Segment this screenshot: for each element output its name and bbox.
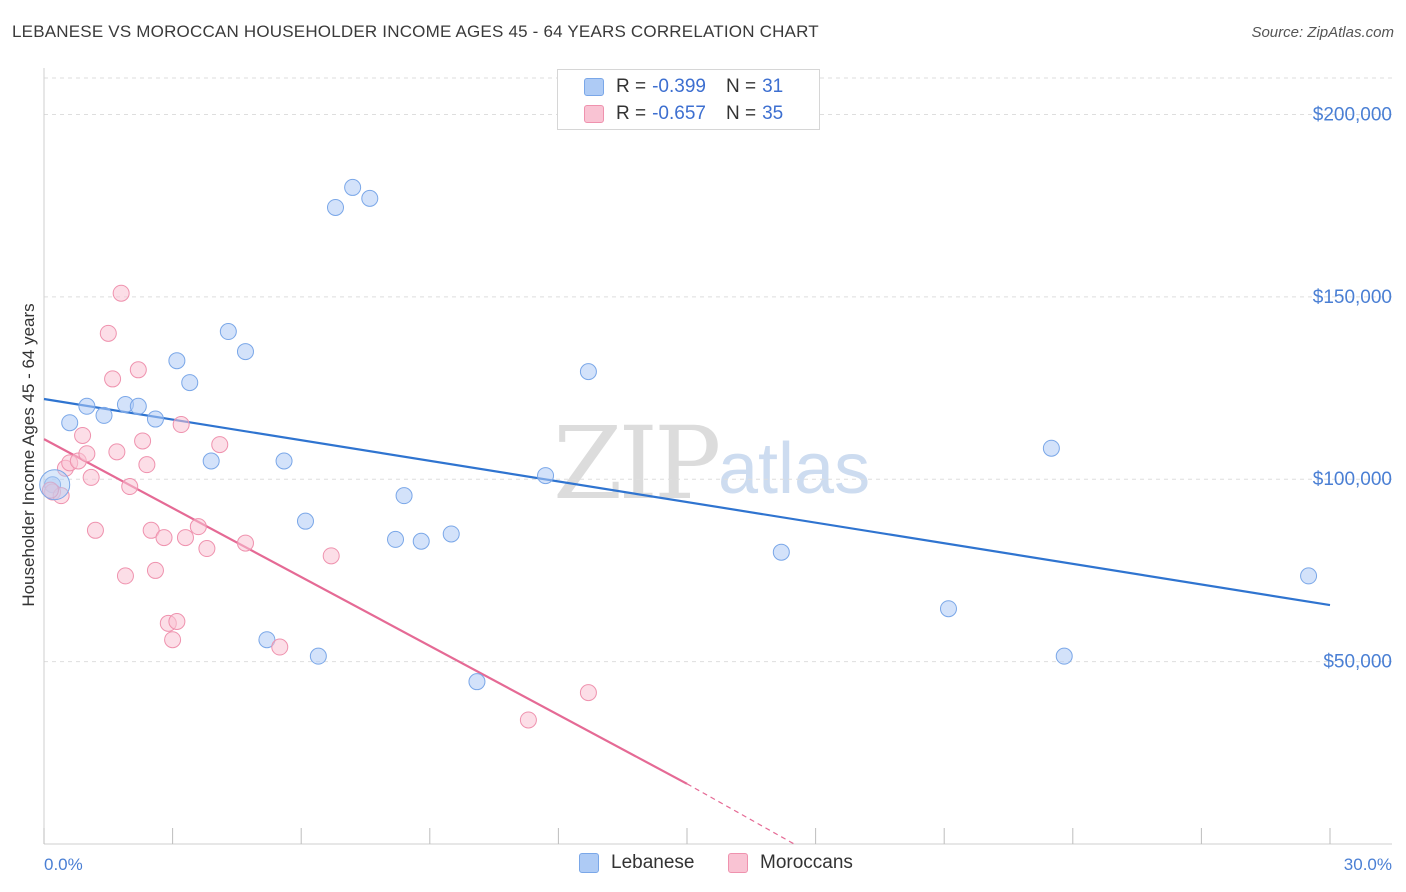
point-moroccans [155, 529, 173, 547]
legend-n-value: 31 [762, 76, 784, 97]
trend-line-lebanese [43, 397, 1331, 607]
point-moroccans [146, 561, 164, 579]
point-moroccans [519, 711, 537, 729]
legend-n-label: N = [725, 103, 757, 124]
x-tick-label: 30.0% [1344, 855, 1392, 874]
legend-n-value: 35 [762, 103, 784, 124]
point-moroccans [176, 529, 194, 547]
data-points [39, 178, 1318, 729]
point-lebanese [129, 397, 147, 415]
source-label: Source: ZipAtlas.com [1251, 24, 1394, 41]
trend-line-moroccans-extension [686, 783, 795, 845]
point-lebanese [236, 343, 254, 361]
point-moroccans [99, 324, 117, 342]
legend-row-moroccans: R = -0.657 N = 35 [584, 102, 783, 126]
point-lebanese [309, 647, 327, 665]
legend-item-moroccans[interactable]: Moroccans [728, 852, 853, 874]
point-lebanese [202, 452, 220, 470]
legend-r-label: R = [616, 103, 647, 124]
legend-label-lebanese: Lebanese [611, 852, 695, 873]
point-lebanese [442, 525, 460, 543]
series-legend: Lebanese Moroccans [0, 852, 1406, 876]
point-moroccans [579, 684, 597, 702]
point-moroccans [164, 631, 182, 649]
legend-item-lebanese[interactable]: Lebanese [579, 852, 694, 874]
legend-r-value: -0.657 [652, 103, 706, 124]
point-lebanese [939, 600, 957, 618]
y-axis-label: Householder Income Ages 45 - 64 years [19, 303, 38, 606]
point-lebanese [468, 673, 486, 691]
point-lebanese [344, 178, 362, 196]
point-moroccans [108, 443, 126, 461]
point-lebanese [537, 467, 555, 485]
point-lebanese [219, 323, 237, 341]
point-lebanese [78, 397, 96, 415]
point-lebanese [168, 352, 186, 370]
legend-r-value: -0.399 [652, 76, 706, 97]
point-moroccans [322, 547, 340, 565]
point-lebanese [181, 374, 199, 392]
point-moroccans [138, 456, 156, 474]
point-lebanese [579, 363, 597, 381]
point-lebanese [296, 512, 314, 530]
point-lebanese [412, 532, 430, 550]
point-moroccans [142, 521, 160, 539]
point-lebanese [361, 189, 379, 207]
tick-labels: $50,000 $100,000 $150,000 $200,000 0.0% 30.0% [44, 104, 1392, 874]
point-lebanese [387, 530, 405, 548]
point-lebanese [1042, 439, 1060, 457]
point-moroccans [271, 638, 289, 656]
point-lebanese-cluster [39, 469, 71, 501]
point-moroccans [78, 445, 96, 463]
point-moroccans [116, 567, 134, 585]
correlation-legend: R = -0.399 N = 31 R = -0.657 N = 35 [557, 69, 820, 130]
point-moroccans [198, 540, 216, 558]
legend-swatch-lebanese [579, 853, 599, 873]
watermark-atlas: atlas [718, 429, 871, 509]
point-lebanese [61, 414, 79, 432]
grid-lines [44, 77, 1392, 663]
point-lebanese [258, 631, 276, 649]
point-lebanese [275, 452, 293, 470]
point-lebanese [1300, 567, 1318, 585]
point-lebanese [95, 406, 113, 424]
point-moroccans [172, 416, 190, 434]
point-moroccans [189, 518, 207, 536]
point-moroccans [211, 436, 229, 454]
y-tick-label: $100,000 [1313, 469, 1392, 490]
y-tick-label: $150,000 [1313, 287, 1392, 308]
point-moroccans [86, 521, 104, 539]
legend-row-lebanese: R = -0.399 N = 31 [584, 75, 783, 99]
legend-label-moroccans: Moroccans [760, 852, 853, 873]
point-moroccans [104, 370, 122, 388]
point-moroccans [121, 478, 139, 496]
legend-r-label: R = [616, 76, 647, 97]
point-lebanese [146, 410, 164, 428]
point-moroccans [74, 426, 92, 444]
point-moroccans [82, 468, 100, 486]
point-lebanese [326, 198, 344, 216]
point-moroccans [129, 361, 147, 379]
x-tick-label: 0.0% [44, 855, 83, 874]
y-tick-label: $200,000 [1313, 104, 1392, 125]
legend-n-label: N = [725, 76, 757, 97]
legend-swatch-moroccans [728, 853, 748, 873]
axes [43, 68, 1392, 845]
y-tick-label: $50,000 [1323, 652, 1392, 673]
trend-lines [43, 397, 1331, 845]
point-lebanese [395, 487, 413, 505]
legend-swatch-lebanese [584, 78, 604, 96]
point-moroccans [168, 612, 186, 630]
trend-line-moroccans [43, 438, 688, 785]
point-moroccans [112, 284, 130, 302]
legend-swatch-moroccans [584, 105, 604, 123]
point-lebanese [772, 543, 790, 561]
point-moroccans [134, 432, 152, 450]
chart-title: LEBANESE VS MOROCCAN HOUSEHOLDER INCOME … [12, 22, 819, 41]
point-moroccans [41, 481, 59, 499]
point-lebanese [1055, 647, 1073, 665]
point-moroccans [236, 534, 254, 552]
